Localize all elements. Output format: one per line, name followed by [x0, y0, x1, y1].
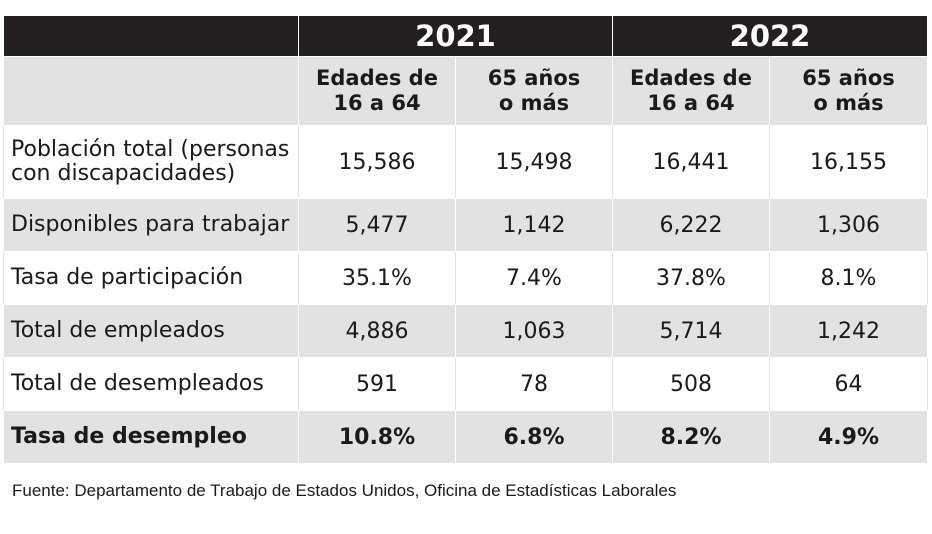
table-cell: 10.8%	[298, 410, 456, 464]
row-label: Disponibles para trabajar	[3, 198, 299, 252]
subheader-line: 16 a 64	[333, 91, 421, 115]
table-cell: 6,222	[612, 198, 770, 252]
table-cell: 4,886	[298, 304, 456, 358]
subheader-line: o más	[498, 91, 570, 115]
subheader-line: o más	[813, 91, 884, 115]
table-row: Tasa de participación 35.1% 7.4% 37.8% 8…	[3, 251, 928, 305]
subheader-line: Edades de	[630, 66, 752, 90]
table-cell: 8.1%	[769, 251, 928, 305]
subheader-2022-16-64: Edades de 16 a 64	[612, 56, 770, 126]
table-cell: 78	[455, 357, 613, 411]
subheader-line: 16 a 64	[647, 91, 735, 115]
employment-table: 2021 2022 Edades de 16 a 64 65 años o más …	[3, 15, 928, 464]
table-cell: 37.8%	[612, 251, 770, 305]
row-label-line: con discapacidades)	[11, 161, 236, 186]
table-cell: 35.1%	[298, 251, 456, 305]
table-cell: 15,586	[298, 125, 456, 199]
row-label-line: Población total (personas	[11, 137, 290, 162]
table-cell: 15,498	[455, 125, 613, 199]
row-label: Población total (personas con discapacida…	[3, 125, 299, 199]
table-cell: 16,441	[612, 125, 770, 199]
table-cell: 4.9%	[769, 410, 928, 464]
subheader-2021-65plus: 65 años o más	[455, 56, 613, 126]
table-cell: 8.2%	[612, 410, 770, 464]
year-2021-header: 2021	[298, 15, 613, 57]
table-cell: 1,063	[455, 304, 613, 358]
table-row: Total de empleados 4,886 1,063 5,714 1,2…	[3, 304, 928, 358]
table-cell: 6.8%	[455, 410, 613, 464]
row-label: Total de desempleados	[3, 357, 299, 411]
table-cell: 1,242	[769, 304, 928, 358]
corner-cell	[3, 15, 299, 57]
table-cell: 5,714	[612, 304, 770, 358]
year-2022-header: 2022	[612, 15, 928, 57]
subheader-line: 65 años	[802, 66, 895, 90]
table-cell: 1,142	[455, 198, 613, 252]
table-row: Disponibles para trabajar 5,477 1,142 6,…	[3, 198, 928, 252]
year-header-row: 2021 2022	[3, 15, 928, 57]
table-cell: 1,306	[769, 198, 928, 252]
subheader-blank	[3, 56, 299, 126]
table-cell: 5,477	[298, 198, 456, 252]
subheader-line: 65 años	[487, 66, 581, 90]
table-row: Población total (personas con discapacida…	[3, 125, 928, 199]
row-label: Total de empleados	[3, 304, 299, 358]
source-note: Fuente: Departamento de Trabajo de Estad…	[12, 481, 677, 500]
subheader-line: Edades de	[316, 66, 438, 90]
table-cell: 16,155	[769, 125, 928, 199]
table-row: Total de desempleados 591 78 508 64	[3, 357, 928, 411]
table-cell: 7.4%	[455, 251, 613, 305]
subheader-2022-65plus: 65 años o más	[769, 56, 928, 126]
table-cell: 591	[298, 357, 456, 411]
age-group-header-row: Edades de 16 a 64 65 años o más Edades de 1…	[3, 56, 928, 126]
row-label: Tasa de participación	[3, 251, 299, 305]
table-cell: 64	[769, 357, 928, 411]
subheader-2021-16-64: Edades de 16 a 64	[298, 56, 456, 126]
row-label: Tasa de desempleo	[3, 410, 299, 464]
table-cell: 508	[612, 357, 770, 411]
table-row: Tasa de desempleo 10.8% 6.8% 8.2% 4.9%	[3, 410, 928, 464]
